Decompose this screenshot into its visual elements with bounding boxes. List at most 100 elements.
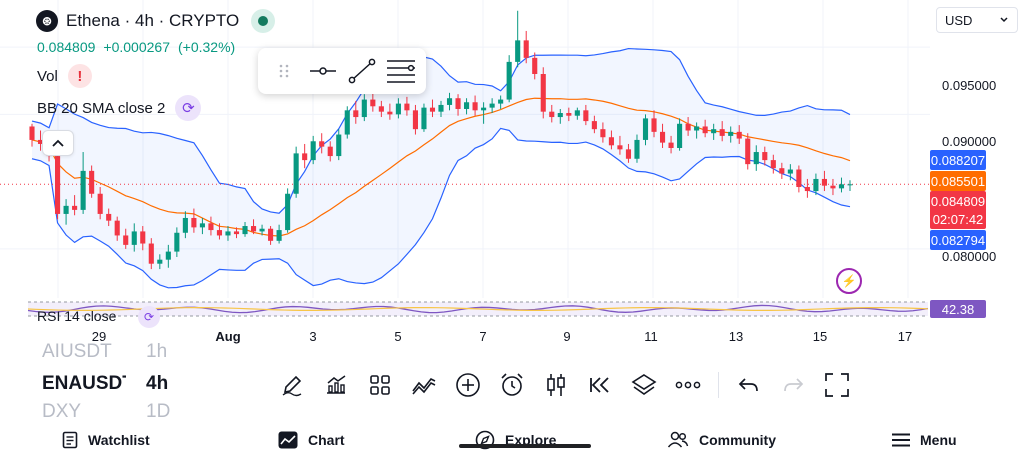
symbol-item-prev[interactable]: AIUSDT — [42, 341, 112, 362]
candle-body — [395, 103, 401, 115]
rsi-pane[interactable] — [27, 300, 986, 318]
price-axis-tick: 0.080000 — [942, 249, 997, 264]
collapse-legend-button[interactable] — [42, 130, 74, 156]
symbol-item-next[interactable]: DXY — [42, 401, 82, 422]
nav-chart-label: Chart — [308, 431, 345, 448]
volume-indicator-legend[interactable]: Vol ! — [37, 64, 92, 88]
refresh-icon[interactable]: ⟳ — [175, 95, 202, 121]
candle-body — [728, 131, 734, 136]
timeframe-item-next[interactable]: 1D — [146, 401, 171, 422]
price-chart[interactable] — [0, 0, 1024, 352]
nav-explore[interactable]: Explore — [475, 418, 556, 461]
fullscreen-button[interactable] — [815, 365, 859, 405]
candle-body — [302, 153, 308, 161]
candle-body — [268, 228, 274, 241]
chart-toolbar[interactable] — [270, 365, 859, 405]
nav-watchlist-label: Watchlist — [88, 431, 150, 448]
home-indicator[interactable] — [459, 444, 591, 448]
nav-chart[interactable]: Chart — [278, 418, 345, 461]
rsi-indicator-label[interactable]: RSI 14 close — [37, 308, 117, 324]
candle-body — [259, 228, 265, 232]
candle-body — [583, 110, 589, 122]
nav-menu-label: Menu — [920, 431, 957, 448]
timeframe-item-current[interactable]: 4h — [146, 373, 169, 394]
bb-lower-price-label: 0.082794 — [930, 230, 986, 250]
candle-body — [421, 107, 427, 130]
candle-body — [745, 138, 751, 165]
grid-icon — [370, 375, 390, 395]
add-symbol-button[interactable] — [446, 365, 490, 405]
candle-body — [540, 74, 546, 112]
drawing-toolbar[interactable] — [258, 48, 426, 94]
nav-community-label: Community — [699, 431, 776, 448]
nav-menu[interactable]: Menu — [892, 418, 957, 461]
nav-watchlist[interactable]: Watchlist — [62, 418, 150, 461]
time-axis-label: 17 — [897, 329, 913, 344]
candle-body — [489, 103, 495, 108]
nav-community[interactable]: Community — [667, 418, 776, 461]
drag-handle-icon[interactable] — [267, 54, 301, 88]
candle-body — [242, 226, 248, 235]
candle-body — [625, 149, 632, 159]
candle-body — [293, 153, 299, 194]
trend-line-tool-icon[interactable] — [345, 54, 379, 88]
fib-retracement-tool-icon[interactable] — [384, 54, 418, 88]
toolbar-divider — [718, 372, 719, 398]
candle-body — [711, 129, 717, 134]
bottom-navigation[interactable]: Watchlist Chart Explore Community Menu — [0, 418, 1024, 461]
candle-body — [250, 226, 257, 232]
symbol-item-current[interactable]: ENAUSDT — [42, 373, 126, 394]
chart-type-button[interactable] — [534, 365, 578, 405]
currency-select[interactable]: USD — [936, 7, 1018, 33]
candles-icon — [547, 374, 565, 396]
plus-circle-icon — [456, 373, 480, 397]
lightning-icon[interactable]: ⚡ — [836, 268, 862, 294]
volume-indicator-label[interactable]: Vol — [37, 67, 58, 85]
object-tree-button[interactable] — [622, 365, 666, 405]
candle-body — [668, 142, 674, 148]
redo-button[interactable] — [771, 365, 815, 405]
candle-body — [174, 232, 180, 252]
drawing-tools-button[interactable] — [270, 365, 314, 405]
bollinger-band-fill — [32, 48, 850, 288]
candle-body — [557, 113, 563, 118]
compare-button[interactable] — [402, 365, 446, 405]
candle-body — [481, 107, 487, 111]
bollinger-upper-line — [31, 47, 851, 214]
undo-button[interactable] — [727, 365, 771, 405]
hamburger-icon — [892, 433, 910, 446]
indicators-icon — [327, 375, 346, 394]
candle-body — [285, 193, 291, 231]
ethena-logo-icon: ⊛ — [36, 10, 58, 32]
bollinger-indicator-legend[interactable]: BB 20 SMA close 2 ⟳ — [37, 95, 202, 121]
layouts-button[interactable] — [358, 365, 402, 405]
market-status-dot — [258, 16, 269, 26]
candle-body — [651, 118, 657, 132]
replay-button[interactable] — [578, 365, 622, 405]
community-icon — [667, 431, 689, 447]
rsi-refresh-icon[interactable]: ⟳ — [138, 306, 160, 328]
time-axis-label: 7 — [479, 329, 487, 344]
time-axis-label: 5 — [394, 329, 402, 344]
timeframe-item-prev[interactable]: 1h — [146, 341, 168, 362]
candle-body — [685, 123, 691, 131]
alert-button[interactable] — [490, 365, 534, 405]
candle-body — [779, 168, 785, 174]
candle-body — [199, 223, 205, 228]
more-button[interactable] — [666, 365, 710, 405]
bollinger-indicator-label[interactable]: BB 20 SMA close 2 — [37, 99, 166, 117]
symbol-header[interactable]: ⊛ Ethena · 4h · CRYPTO — [36, 9, 276, 33]
candle-body — [787, 169, 793, 174]
candle-body — [387, 111, 393, 115]
warning-icon[interactable]: ! — [67, 64, 92, 88]
indicators-button[interactable] — [314, 365, 358, 405]
candle-body — [617, 145, 623, 150]
candle-body — [753, 152, 759, 165]
nav-explore-label: Explore — [505, 431, 557, 448]
candle-body — [804, 187, 810, 192]
symbol-title[interactable]: Ethena · 4h · CRYPTO — [66, 11, 240, 30]
candle-body — [532, 57, 538, 74]
chart-area[interactable]: ⊛ Ethena · 4h · CRYPTO 0.084809 +0.00026… — [0, 0, 1024, 352]
market-status-icon[interactable] — [251, 9, 276, 33]
horizontal-line-tool-icon[interactable] — [306, 54, 340, 88]
